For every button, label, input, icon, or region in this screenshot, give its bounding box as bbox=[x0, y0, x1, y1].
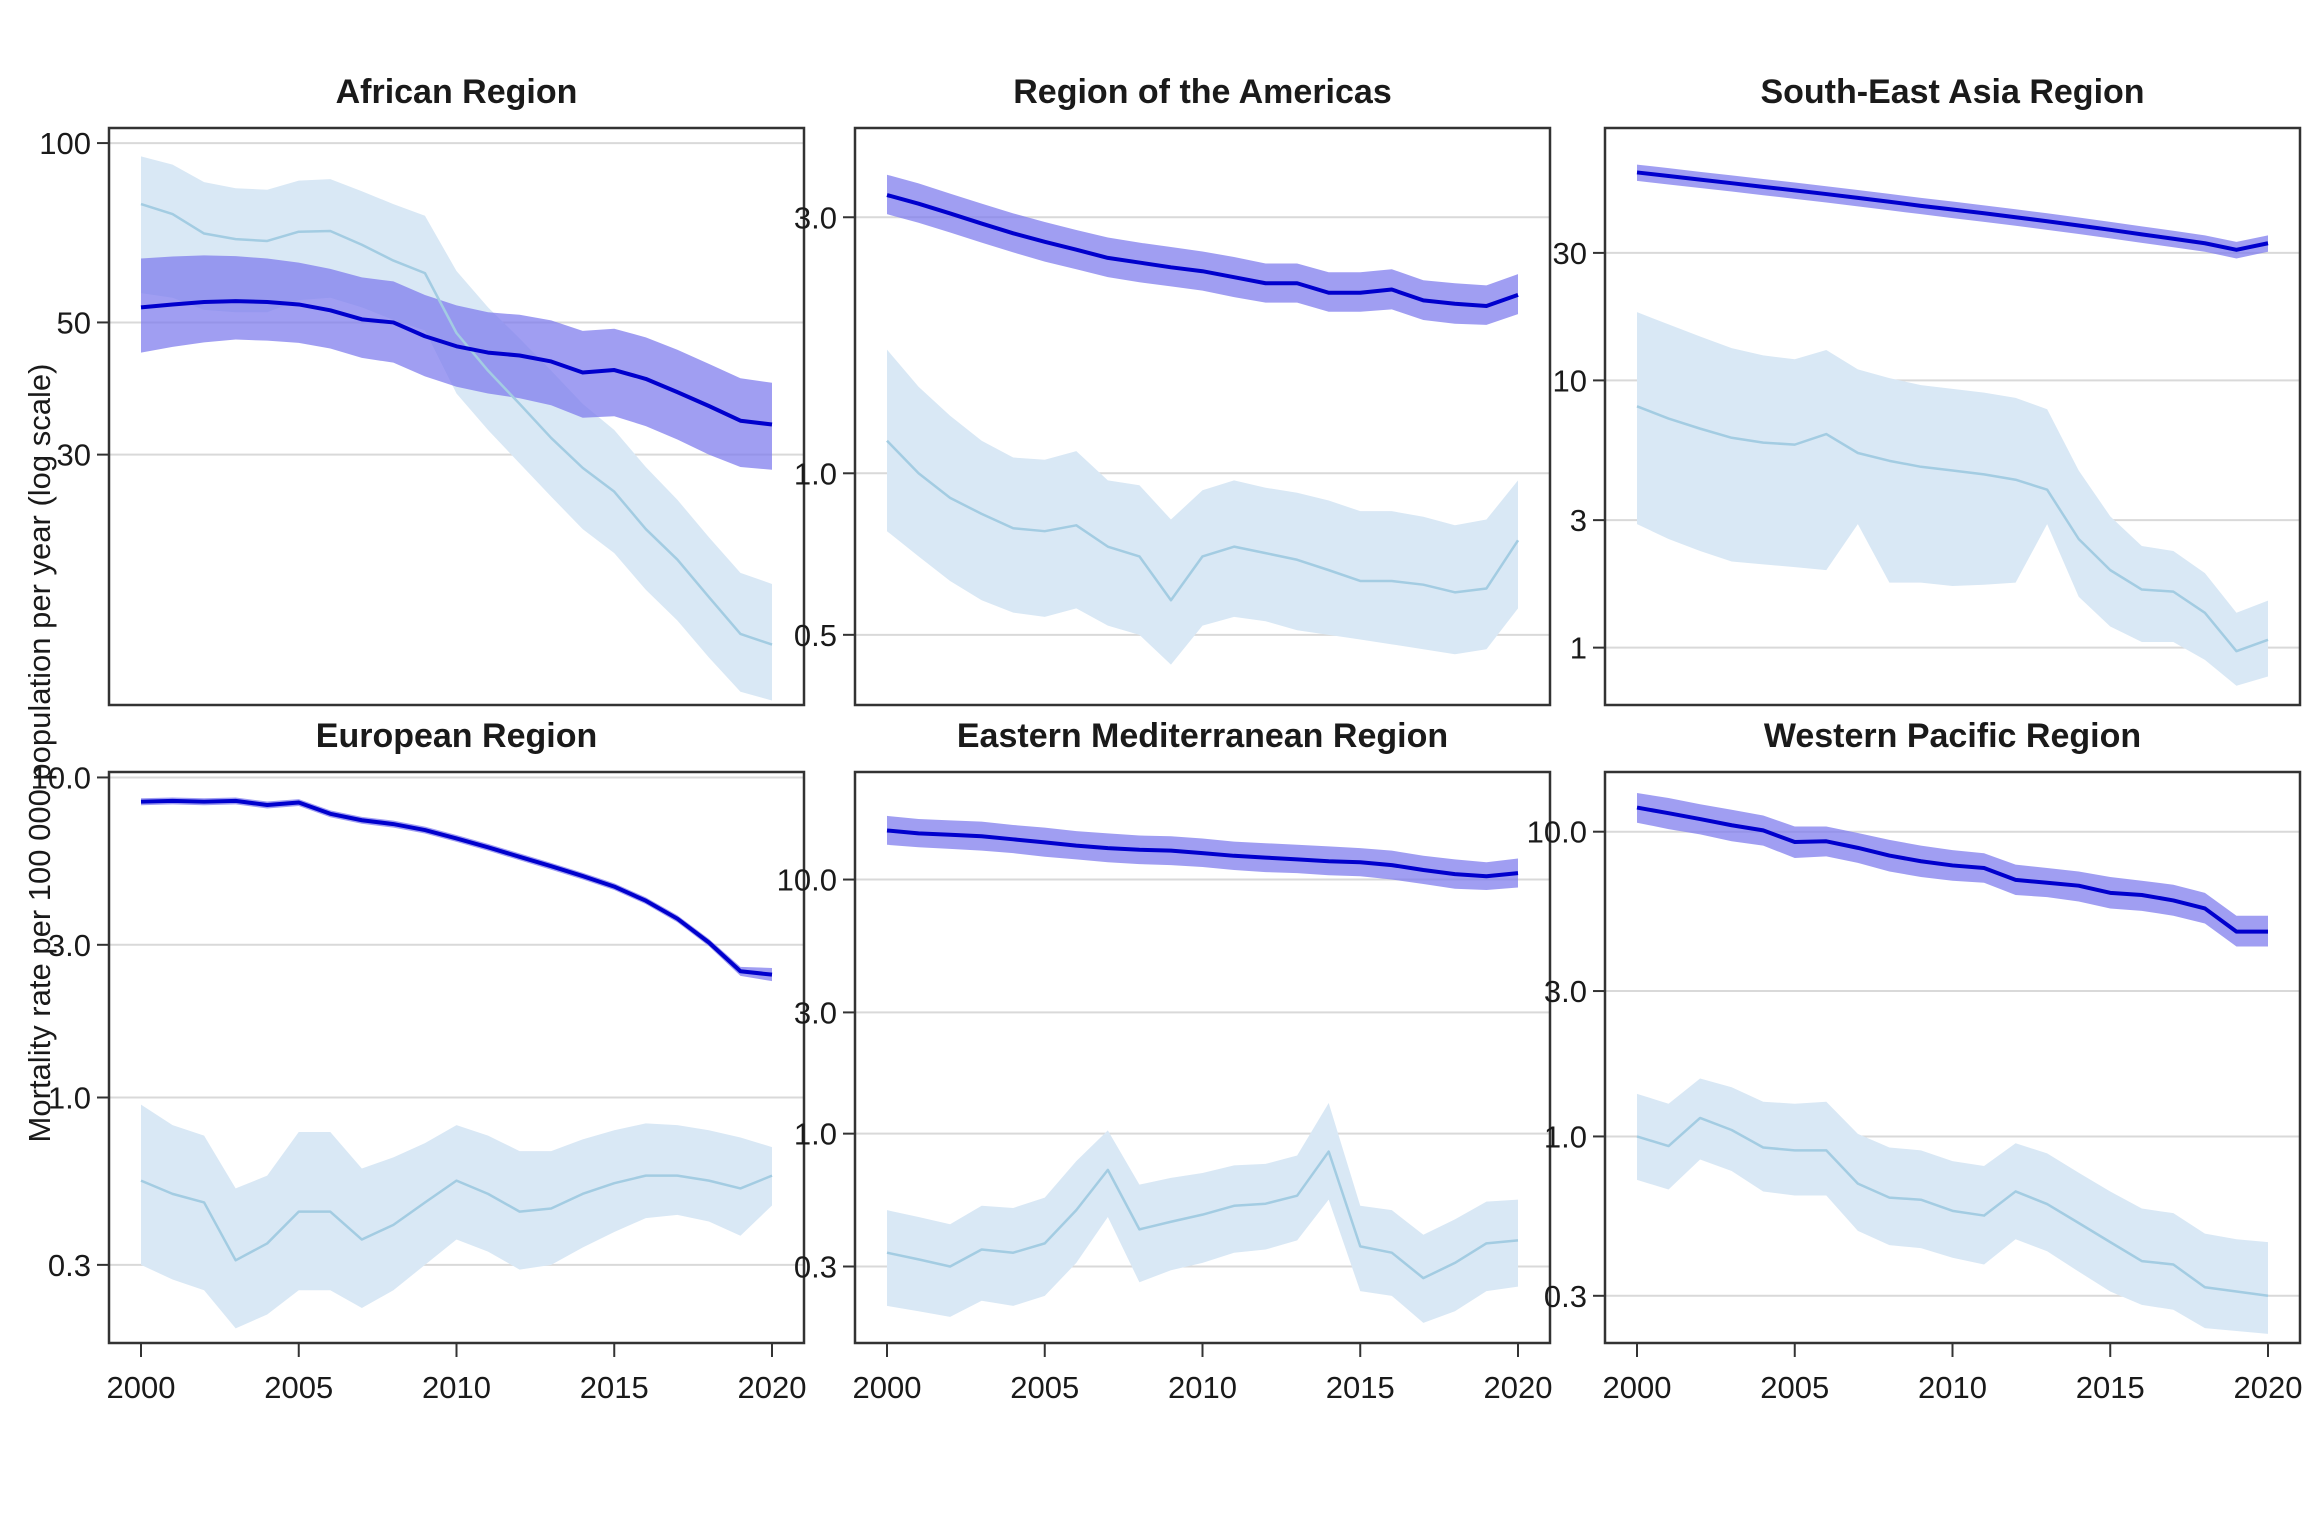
y-tick-label: 1.0 bbox=[794, 1117, 837, 1152]
panel-title-european-region: European Region bbox=[315, 717, 598, 755]
x-tick-label: 2005 bbox=[264, 1370, 333, 1405]
panel-border bbox=[1603, 126, 2302, 707]
dark-blue-line bbox=[1636, 805, 2268, 934]
x-tick-label: 2005 bbox=[1760, 1370, 1829, 1405]
y-tick-label: 50 bbox=[57, 305, 91, 340]
x-tick-label: 2010 bbox=[1168, 1370, 1237, 1405]
panel-western-pacific-region: 10.0 3.0 1.0 0.3 2000 2005 2010 2015 2020 bbox=[1527, 770, 2303, 1405]
panel-title-african-region: African Region bbox=[335, 73, 578, 111]
y-tick-label: 0.5 bbox=[794, 618, 837, 653]
light-blue-line bbox=[886, 439, 1520, 602]
y-tick-label: 1.0 bbox=[48, 1081, 91, 1116]
y-tick-label: 10.0 bbox=[1527, 815, 1587, 850]
y-tick-label: 0.3 bbox=[794, 1250, 837, 1285]
y-tick-label: 30 bbox=[1553, 236, 1587, 271]
panel-border bbox=[107, 126, 806, 707]
x-tick-label: 2020 bbox=[2234, 1370, 2303, 1405]
dark-blue-ci-band bbox=[887, 174, 1518, 325]
light-blue-ci-band bbox=[887, 1103, 1518, 1323]
light-blue-ci-band bbox=[887, 349, 1518, 665]
light-blue-line bbox=[1636, 1116, 2269, 1298]
dark-blue-line bbox=[886, 828, 1519, 879]
y-tick-label: 0.3 bbox=[1544, 1279, 1587, 1314]
panel-title-region-of-the-americas: Region of the Americas bbox=[1013, 73, 1392, 111]
dark-blue-line bbox=[140, 299, 773, 427]
x-tick-label: 2000 bbox=[1603, 1370, 1672, 1405]
dark-blue-line bbox=[1636, 170, 2269, 252]
x-tick-label: 2020 bbox=[1484, 1370, 1553, 1405]
x-tick-label: 2015 bbox=[1326, 1370, 1395, 1405]
panel-border bbox=[853, 126, 1552, 707]
x-tick-label: 2000 bbox=[853, 1370, 922, 1405]
panel-title-western-pacific-region: Western Pacific Region bbox=[1763, 717, 2142, 755]
y-tick-label: 10.0 bbox=[31, 760, 91, 795]
light-blue-line bbox=[140, 202, 773, 646]
dark-blue-ci-band bbox=[141, 255, 772, 470]
light-blue-ci-band bbox=[1637, 312, 2268, 686]
y-tick-label: 3.0 bbox=[794, 200, 837, 235]
y-tick-label: 10 bbox=[1553, 363, 1587, 398]
dark-blue-line bbox=[886, 193, 1519, 308]
light-blue-ci-band bbox=[141, 1104, 772, 1329]
panel-title-eastern-mediterranean-region: Eastern Mediterranean Region bbox=[956, 717, 1449, 755]
x-tick-label: 2005 bbox=[1010, 1370, 1079, 1405]
x-tick-label: 2015 bbox=[2076, 1370, 2145, 1405]
y-tick-label: 1.0 bbox=[1544, 1119, 1587, 1154]
x-tick-label: 2010 bbox=[1918, 1370, 1987, 1405]
y-tick-label: 3 bbox=[1570, 503, 1587, 538]
light-blue-ci-band bbox=[1637, 1078, 2268, 1334]
dark-blue-ci-band bbox=[1637, 792, 2268, 947]
light-blue-line bbox=[1636, 405, 2269, 653]
panel-european-region: 10.0 3.0 1.0 0.3 2000 2005 2010 2015 2020 bbox=[31, 760, 807, 1405]
dark-blue-line bbox=[140, 798, 773, 977]
y-tick-label: 3.0 bbox=[794, 995, 837, 1030]
x-tick-label: 2020 bbox=[738, 1370, 807, 1405]
light-blue-line bbox=[140, 1174, 773, 1262]
panel-eastern-mediterranean-region: 10.0 3.0 1.0 0.3 2000 2005 2010 2015 2020 bbox=[777, 770, 1553, 1405]
panel-south-east-asia-region: 30 10 3 1 bbox=[1553, 126, 2302, 707]
y-tick-label: 0.3 bbox=[48, 1248, 91, 1283]
panel-african-region: 100 50 30 bbox=[39, 126, 806, 707]
x-tick-label: 2010 bbox=[422, 1370, 491, 1405]
panel-region-of-the-americas: 3.0 1.0 0.5 bbox=[794, 126, 1552, 707]
panel-title-south-east-asia-region: South-East Asia Region bbox=[1760, 73, 2145, 111]
x-tick-label: 2015 bbox=[580, 1370, 649, 1405]
y-tick-label: 1.0 bbox=[794, 456, 837, 491]
y-tick-label: 30 bbox=[57, 438, 91, 473]
y-tick-label: 1 bbox=[1570, 631, 1587, 666]
y-tick-label: 3.0 bbox=[1544, 974, 1587, 1009]
light-blue-line bbox=[886, 1150, 1519, 1280]
y-tick-label: 3.0 bbox=[48, 928, 91, 963]
x-tick-label: 2000 bbox=[107, 1370, 176, 1405]
y-tick-label: 10.0 bbox=[777, 863, 837, 898]
y-tick-label: 100 bbox=[39, 126, 91, 161]
